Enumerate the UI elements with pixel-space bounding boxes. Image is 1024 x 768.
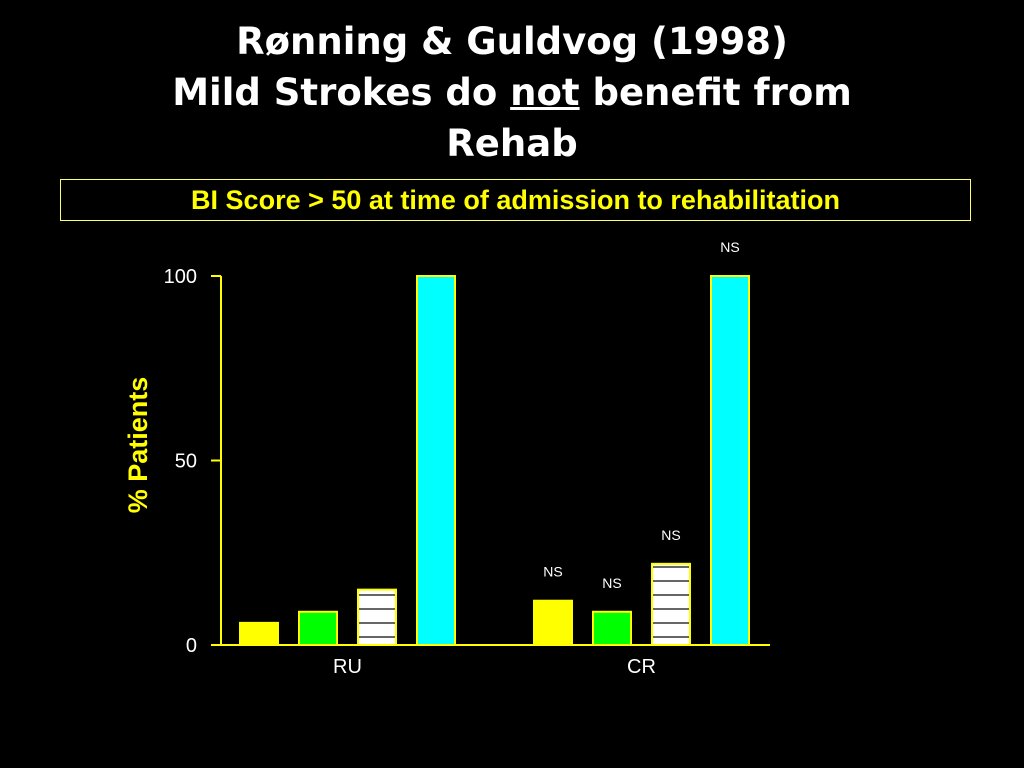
x-category-label: RU xyxy=(333,656,362,678)
bar-ru-3 xyxy=(357,588,397,647)
bar-cr-3 xyxy=(651,562,691,647)
ns-annotation: NS xyxy=(602,575,621,591)
title-line-2: Mild Strokes do not benefit from xyxy=(0,67,1024,118)
title-line-2-end: benefit from xyxy=(579,71,852,114)
ns-annotation: NS xyxy=(543,564,562,580)
subtitle-box: BI Score > 50 at time of admission to re… xyxy=(60,179,971,221)
title-line-1: Rønning & Guldvog (1998) xyxy=(236,20,788,63)
y-axis-label: % Patients xyxy=(123,377,153,514)
bar-cr-2 xyxy=(592,610,632,646)
ns-annotation: NS xyxy=(661,527,680,543)
title-line-3: Rehab xyxy=(446,122,578,165)
chart-bars xyxy=(239,275,750,647)
chart-labels: 0 50 100 % Patients RU NS NS NS NS CR xyxy=(123,239,740,678)
title-line-2-start: Mild Strokes do xyxy=(172,71,511,114)
subtitle-text: BI Score > 50 at time of admission to re… xyxy=(191,184,840,215)
y-tick-label: 100 xyxy=(164,266,197,288)
bar-ru-2 xyxy=(298,610,338,646)
bar-ru-4 xyxy=(416,275,456,646)
x-category-label: CR xyxy=(627,656,656,678)
y-tick-label: 0 xyxy=(186,635,197,657)
slide-title: Rønning & Guldvog (1998) Mild Strokes do… xyxy=(0,16,1024,169)
bar-cr-1 xyxy=(533,599,573,646)
bar-cr-4 xyxy=(710,275,750,646)
y-tick-label: 50 xyxy=(175,451,197,473)
title-emphasis-not: not xyxy=(510,71,580,114)
bar-ru-1 xyxy=(239,621,279,646)
ns-annotation: NS xyxy=(720,239,739,255)
